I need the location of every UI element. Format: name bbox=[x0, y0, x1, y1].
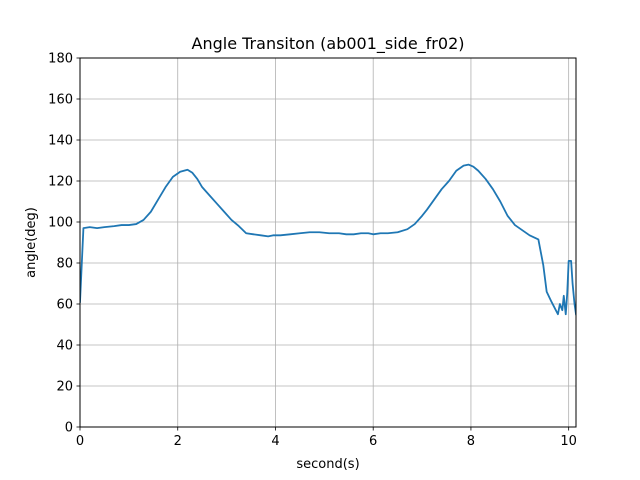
y-tick-label: 20 bbox=[56, 380, 73, 395]
x-axis-label: second(s) bbox=[296, 457, 359, 472]
x-tick-label: 8 bbox=[467, 434, 475, 449]
y-tick-label: 120 bbox=[48, 175, 73, 190]
y-tick-label: 180 bbox=[48, 52, 73, 67]
x-tick-label: 10 bbox=[560, 434, 577, 449]
y-tick-label: 40 bbox=[56, 339, 73, 354]
plot-area-frame bbox=[79, 57, 577, 428]
y-axis-label: angle(deg) bbox=[24, 207, 39, 278]
x-tick-label: 0 bbox=[76, 434, 84, 449]
y-tick-label: 60 bbox=[56, 298, 73, 313]
x-tick-label: 2 bbox=[174, 434, 182, 449]
series-line bbox=[80, 163, 576, 316]
y-tick-label: 80 bbox=[56, 257, 73, 272]
chart-title: Angle Transiton (ab001_side_fr02) bbox=[192, 34, 465, 54]
x-tick-label: 4 bbox=[271, 434, 279, 449]
series-layer bbox=[80, 163, 576, 316]
grid-lines bbox=[79, 57, 576, 428]
x-tick-label: 6 bbox=[369, 434, 377, 449]
y-tick-label: 100 bbox=[48, 216, 73, 231]
y-tick-label: 160 bbox=[48, 93, 73, 108]
y-tick-label: 0 bbox=[65, 421, 73, 436]
y-tick-label: 140 bbox=[48, 134, 73, 149]
